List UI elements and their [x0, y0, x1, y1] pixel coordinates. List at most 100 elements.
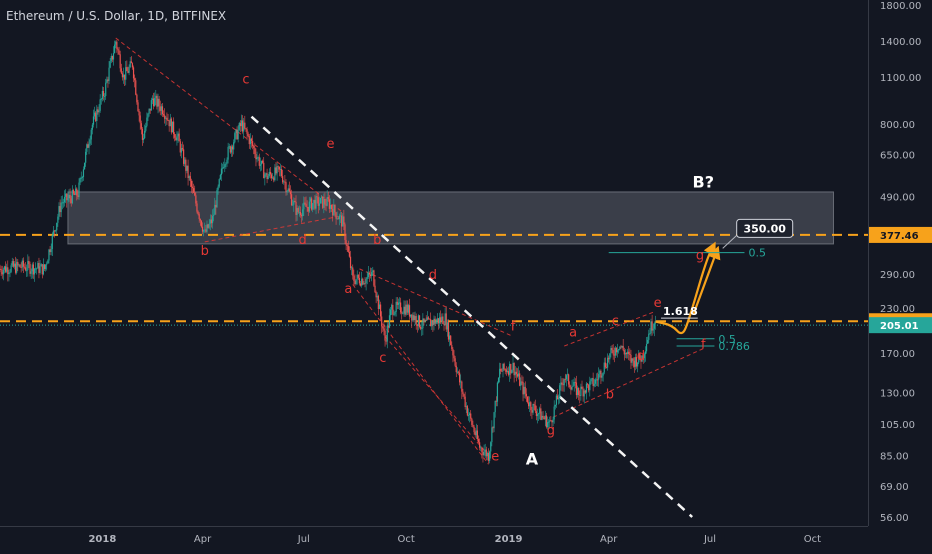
- candle: [125, 61, 127, 86]
- candle: [30, 268, 32, 279]
- candle-body: [189, 176, 191, 181]
- candle: [405, 300, 407, 316]
- candle-body: [95, 112, 97, 121]
- candle-body: [0, 268, 1, 270]
- candle: [349, 250, 352, 271]
- candle-body: [480, 447, 482, 449]
- x-tick-label: Oct: [398, 534, 415, 545]
- candle: [469, 411, 471, 423]
- candle: [78, 178, 80, 200]
- candle: [638, 350, 640, 365]
- candle: [403, 300, 405, 317]
- candle-body: [514, 371, 516, 376]
- candle-body: [366, 277, 368, 279]
- candle: [532, 403, 534, 415]
- candle: [228, 143, 230, 150]
- candle: [211, 209, 214, 229]
- candle: [515, 367, 517, 382]
- candle-body: [197, 211, 199, 215]
- candle: [585, 381, 588, 400]
- candle-body: [564, 379, 566, 380]
- price-badge-205.01: 205.01: [869, 317, 932, 334]
- candle: [633, 357, 635, 373]
- candle: [573, 377, 575, 392]
- price-badge-label: 377.46: [880, 231, 919, 242]
- candle-body: [382, 326, 384, 329]
- candle: [390, 306, 392, 321]
- candle: [416, 323, 418, 333]
- candle-body: [287, 188, 289, 192]
- candle: [14, 256, 17, 275]
- candle-body: [397, 302, 399, 305]
- candle: [88, 138, 90, 155]
- candle-body: [115, 41, 117, 45]
- candle-body: [650, 321, 652, 334]
- candle: [503, 362, 505, 371]
- candle: [458, 369, 461, 386]
- candle-body: [579, 394, 581, 396]
- candle: [454, 355, 456, 368]
- candle-body: [443, 324, 445, 325]
- candle: [484, 443, 486, 459]
- candle-body: [217, 186, 219, 190]
- candle: [375, 290, 377, 304]
- candle: [131, 62, 134, 70]
- candle-body: [377, 295, 379, 310]
- candle-body: [651, 321, 653, 331]
- resistance-zone: [67, 191, 835, 245]
- candle-body: [186, 165, 188, 171]
- candle: [238, 121, 240, 132]
- candle: [418, 314, 421, 329]
- candle: [203, 229, 205, 237]
- candle-body: [306, 206, 308, 208]
- candle: [588, 384, 590, 393]
- candle: [329, 198, 332, 213]
- candle: [273, 175, 275, 183]
- candle-body: [445, 313, 447, 330]
- candle: [383, 321, 385, 336]
- candle: [50, 243, 52, 256]
- candle-body: [325, 204, 327, 206]
- candle-body: [255, 154, 257, 160]
- candle: [371, 268, 373, 282]
- candle-body: [6, 267, 8, 272]
- candle: [127, 66, 129, 74]
- candle: [334, 203, 336, 217]
- candle: [24, 262, 27, 272]
- candle: [473, 424, 475, 435]
- candle: [487, 448, 490, 464]
- candle: [538, 412, 540, 422]
- candle-body: [80, 178, 82, 179]
- candle-body: [408, 305, 411, 317]
- candle-body: [274, 167, 276, 181]
- candle: [195, 192, 197, 207]
- candle: [177, 131, 179, 144]
- candle-body: [270, 174, 273, 179]
- candle: [321, 194, 323, 204]
- candle-body: [437, 318, 440, 324]
- candle-body: [388, 315, 391, 328]
- wave-trendline: [384, 336, 489, 456]
- candle-body: [563, 379, 565, 386]
- y-tick-label: 170.00: [880, 349, 915, 360]
- candle-body: [219, 174, 221, 180]
- candle-body: [14, 263, 17, 273]
- candle: [115, 40, 117, 49]
- candle-body: [209, 219, 211, 224]
- candle: [533, 401, 535, 411]
- candle-body: [167, 120, 169, 121]
- candle: [355, 279, 357, 286]
- candle-body: [135, 80, 137, 95]
- candle: [556, 389, 559, 400]
- candle: [325, 198, 327, 212]
- candle: [197, 210, 199, 216]
- wave-label: c: [612, 314, 619, 329]
- candle: [592, 372, 594, 392]
- candle-body: [482, 451, 484, 456]
- candle-body: [348, 251, 351, 257]
- candle: [382, 325, 384, 332]
- candle: [96, 105, 98, 129]
- candle-body: [411, 314, 413, 321]
